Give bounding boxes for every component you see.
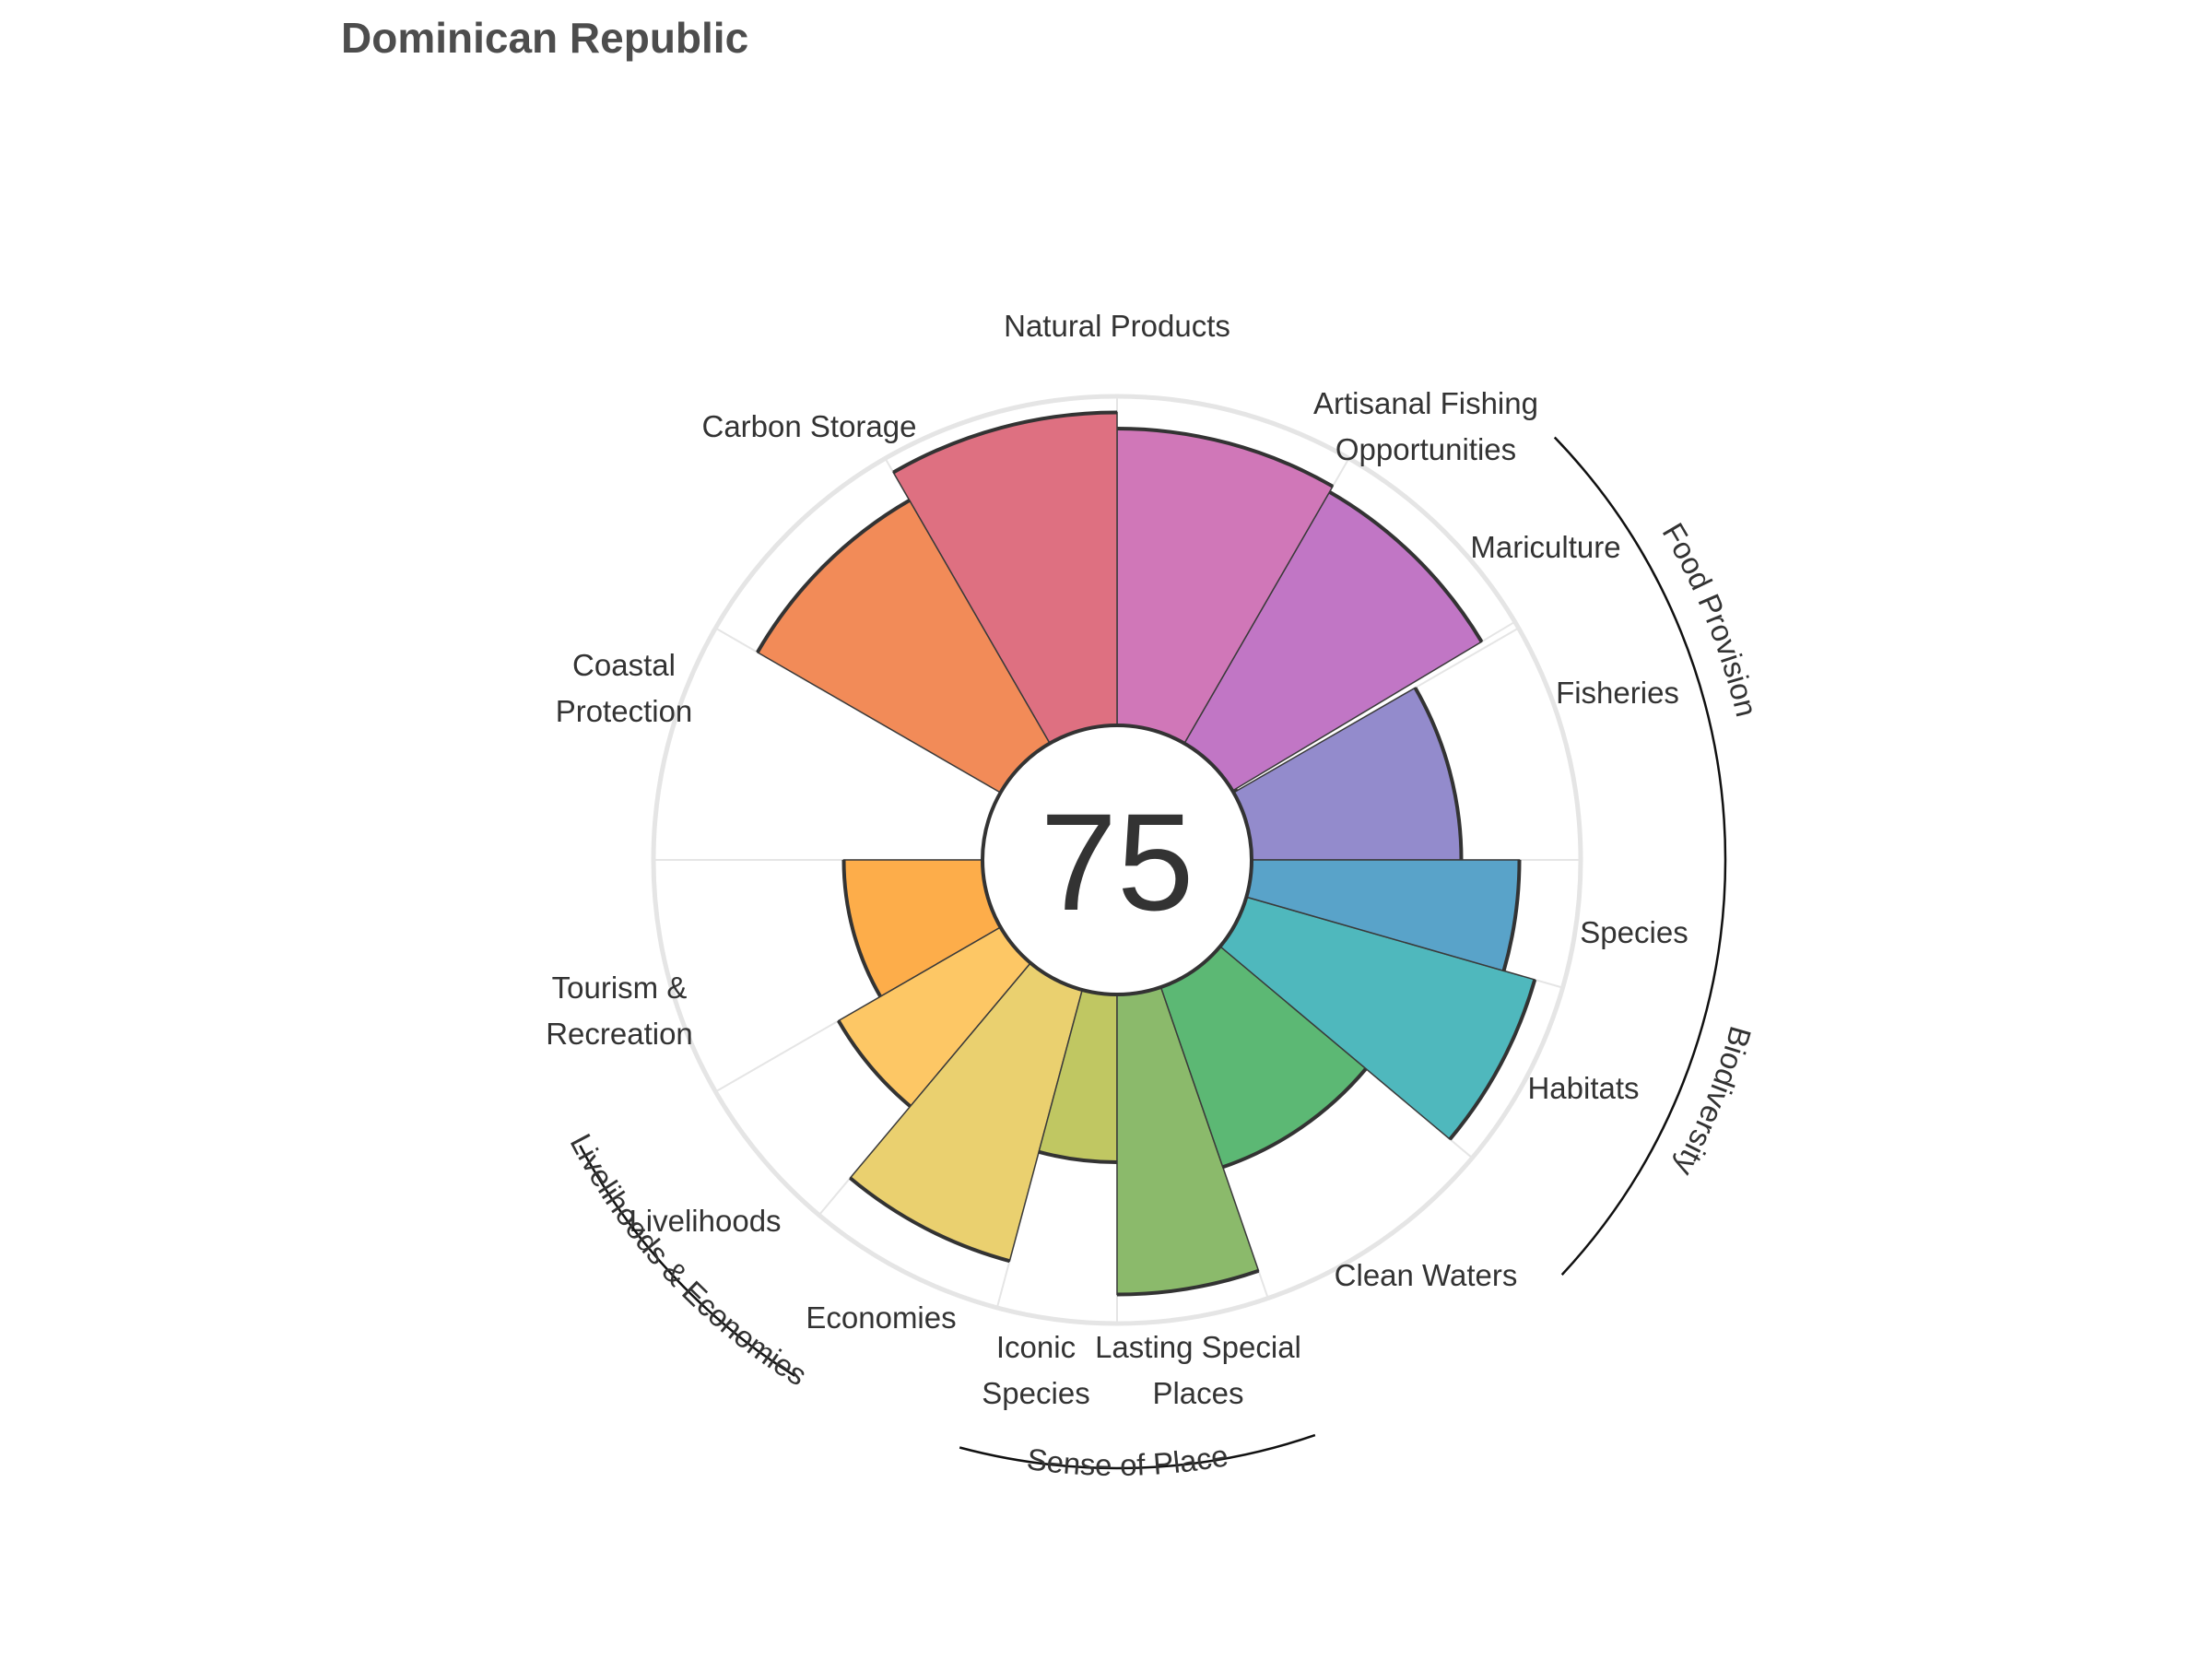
petal-outline: [849, 1176, 1010, 1264]
petal-outline: [1038, 1149, 1118, 1164]
petal-outline: [1328, 490, 1484, 643]
center-score: 75: [1041, 784, 1194, 939]
group-arc: [579, 1145, 795, 1377]
label-artisanal-fishing-opportunities: Artisanal Fishing Opportunities: [1313, 386, 1538, 466]
group-arc: [959, 1433, 1316, 1470]
label-carbon-storage: Carbon Storage: [702, 409, 917, 443]
chart-title: Dominican Republic: [341, 14, 749, 62]
petal-outline: [892, 410, 1118, 475]
label-livelihoods: Livelihoods: [629, 1204, 781, 1238]
petal-outline: [756, 499, 911, 653]
petal-outline: [1116, 1268, 1260, 1297]
label-natural-products: Natural Products: [1004, 309, 1230, 343]
center-circle: [981, 724, 1253, 996]
petal-outline: [1116, 427, 1334, 488]
group-label-biodiversity: Biodiversity: [1667, 1023, 1758, 1182]
group-arc: [1553, 436, 1727, 861]
petal-outline: [1222, 1067, 1368, 1170]
label-iconic-species: Iconic Species: [982, 1330, 1089, 1410]
label-species: Species: [1580, 915, 1688, 949]
group-label-sense-of-place: Sense of Place: [1025, 1438, 1230, 1482]
label-clean-waters: Clean Waters: [1335, 1258, 1518, 1292]
group-arc: [1560, 859, 1727, 1276]
label-economies: Economies: [806, 1300, 956, 1335]
label-fisheries: Fisheries: [1556, 676, 1679, 710]
label-lasting-special-places: Lasting Special Places: [1095, 1330, 1301, 1410]
petal-outline: [841, 859, 882, 998]
petal-outline: [1448, 979, 1537, 1141]
label-tourism-recreation: Tourism & Recreation: [546, 971, 693, 1051]
petal-outline: [1501, 859, 1522, 971]
label-habitats: Habitats: [1527, 1071, 1639, 1105]
label-mariculture: Mariculture: [1470, 530, 1620, 564]
group-label-livelihoods-economies: Livelihoods & Economies: [564, 1128, 813, 1392]
label-coastal-protection: Coastal Protection: [556, 648, 693, 728]
petal-outline: [1413, 687, 1464, 861]
petal-outline: [837, 1019, 912, 1108]
